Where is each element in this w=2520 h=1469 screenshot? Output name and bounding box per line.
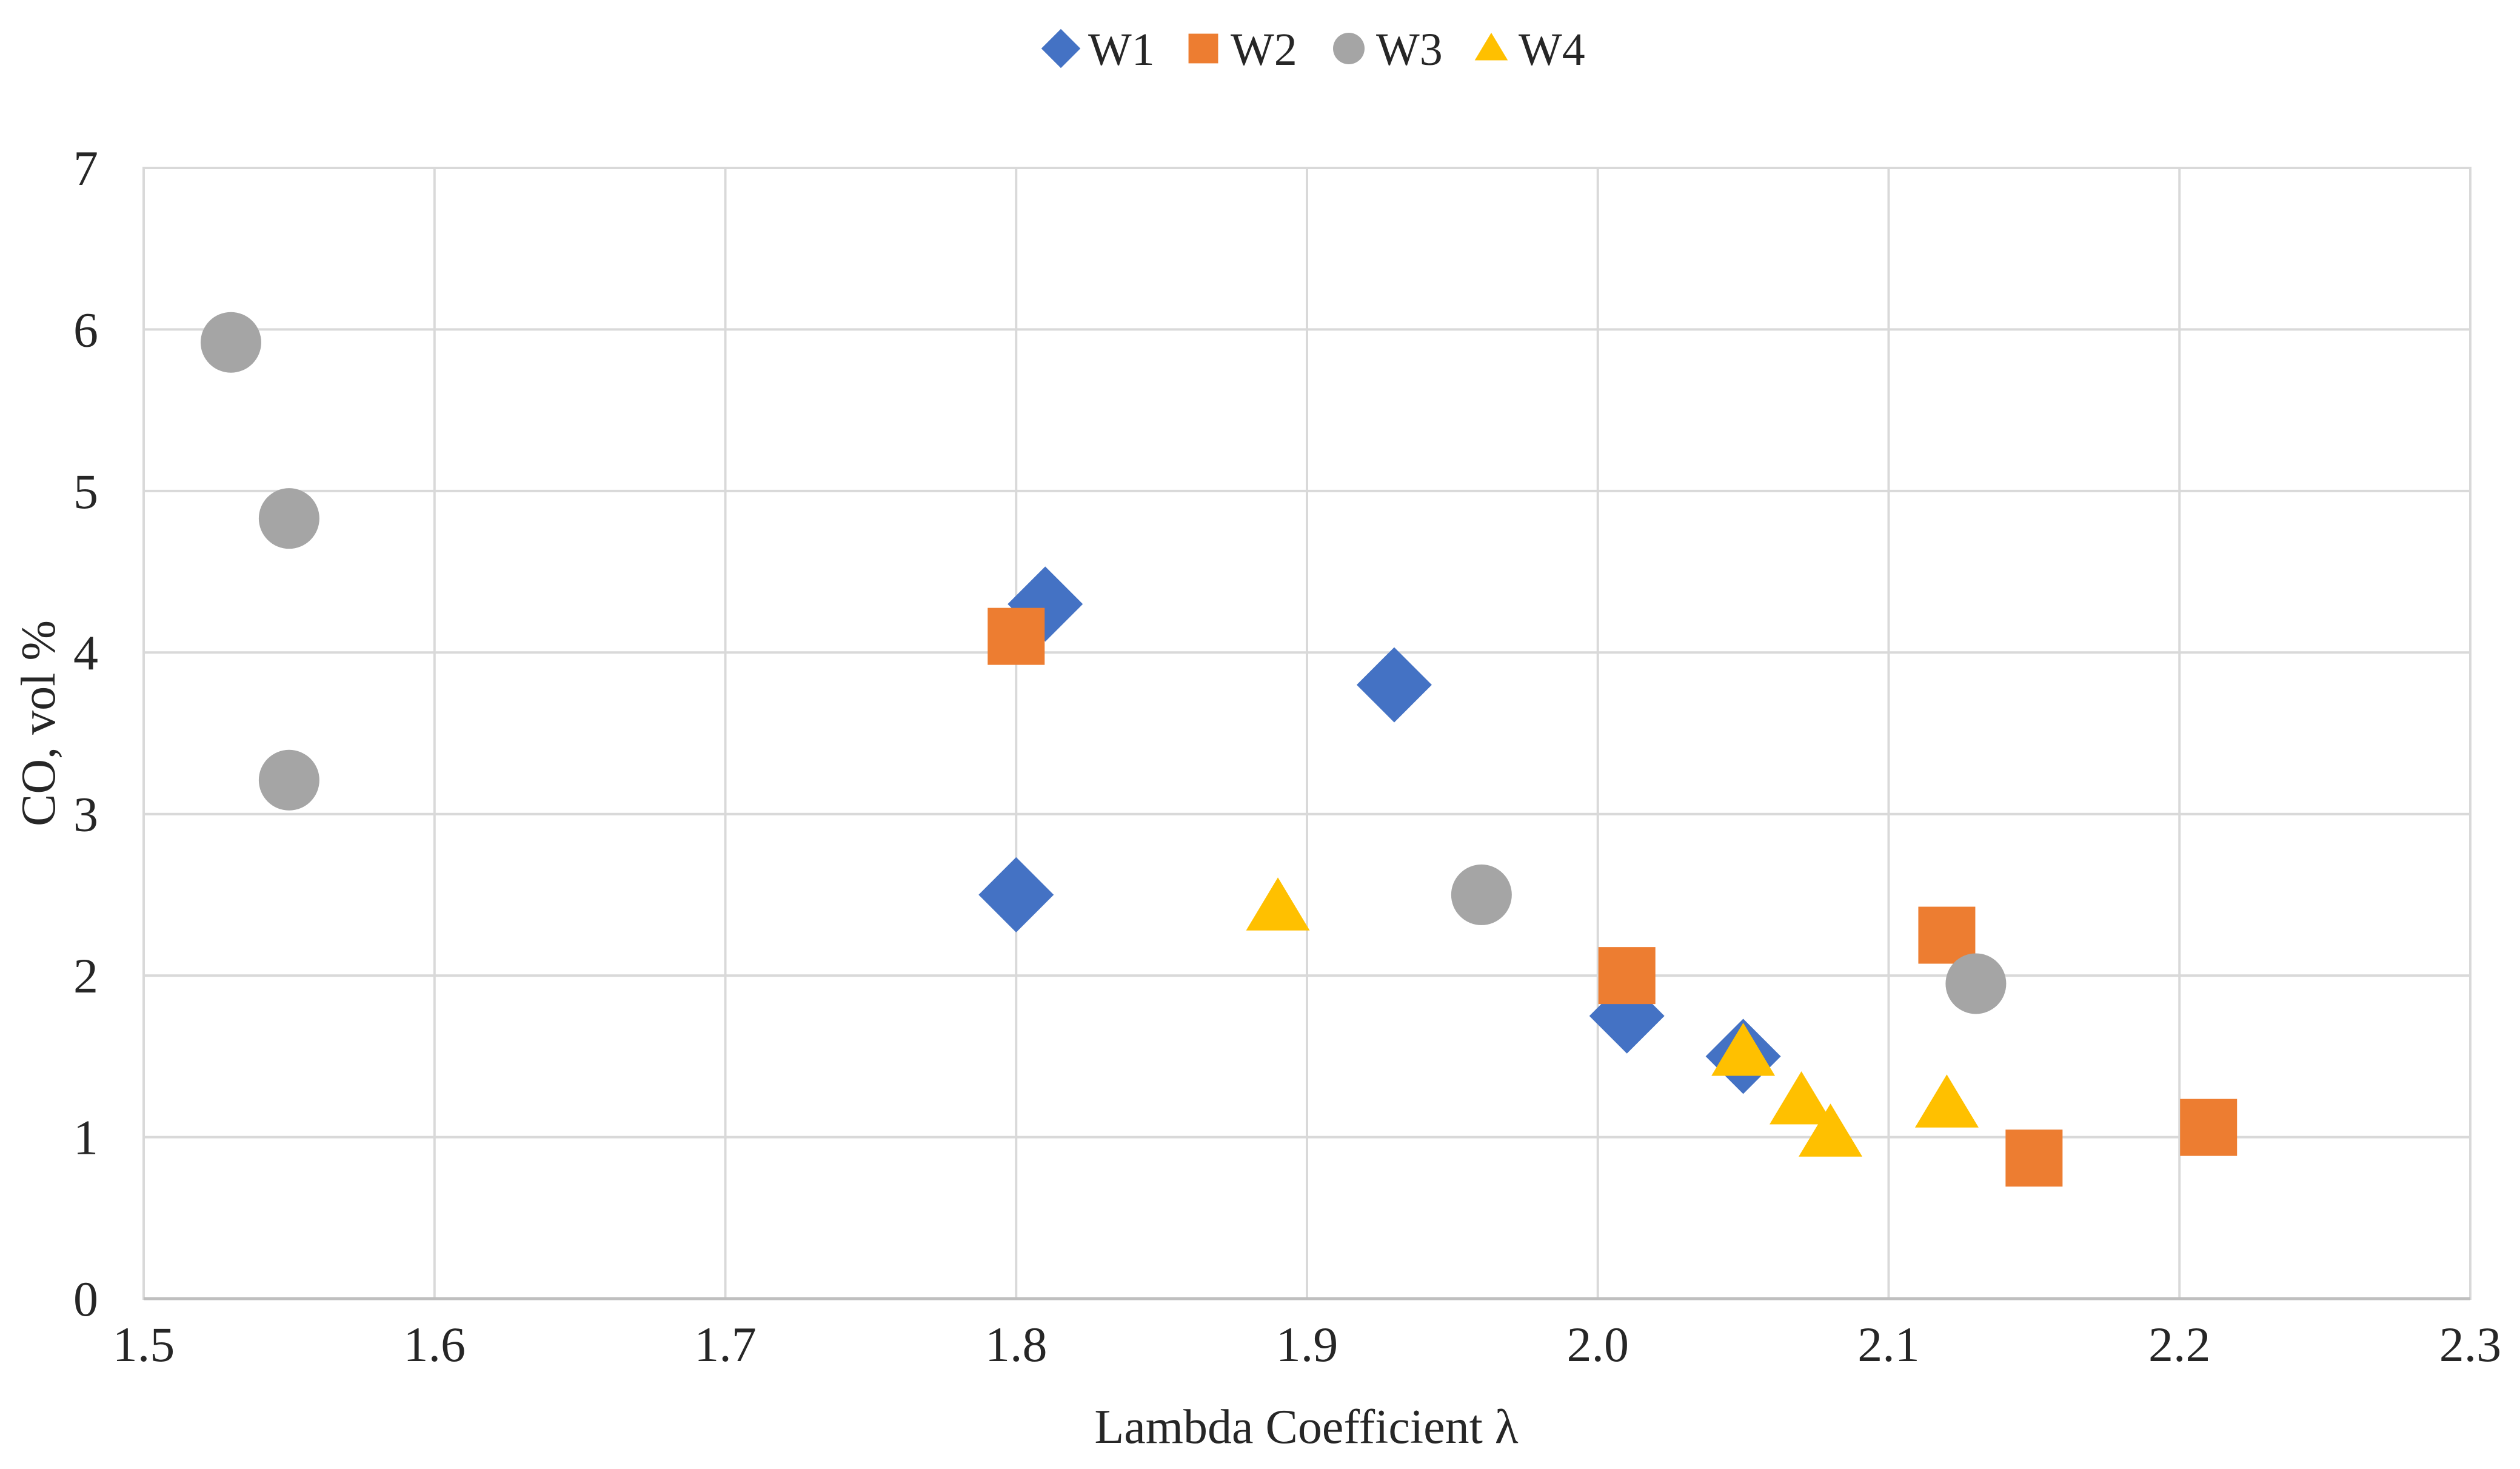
point-w1 [1356, 647, 1432, 723]
x-tick-label: 2.1 [1857, 1317, 1920, 1372]
point-w3 [1945, 953, 2007, 1014]
legend-item-w3: W3 [1333, 24, 1443, 75]
series-w3 [200, 312, 2007, 1014]
point-w4 [1246, 877, 1310, 931]
legend-label-w4: W4 [1519, 24, 1585, 75]
axes [142, 167, 2472, 1300]
legend-marker-w3 [1333, 33, 1365, 64]
legend-marker-w1 [1041, 28, 1081, 69]
legend-label-w3: W3 [1376, 24, 1443, 75]
series-w4 [1246, 877, 1979, 1157]
x-tick-label: 1.7 [694, 1317, 757, 1372]
y-tick-label: 1 [73, 1110, 98, 1165]
x-tick-label: 1.5 [113, 1317, 175, 1372]
x-tick-label: 2.0 [1567, 1317, 1629, 1372]
point-w2 [2180, 1099, 2238, 1156]
y-axis-title: CO, vol % [12, 620, 65, 826]
point-w4 [1711, 1023, 1776, 1076]
series-w2 [988, 607, 2238, 1187]
x-tick-label: 2.3 [2439, 1317, 2502, 1372]
x-tick-label: 1.9 [1276, 1317, 1339, 1372]
point-w2 [1598, 947, 1656, 1005]
point-w2 [988, 607, 1045, 665]
y-tick-label: 3 [73, 787, 98, 842]
legend-item-w1: W1 [1041, 24, 1155, 75]
y-tick-label: 0 [73, 1271, 98, 1327]
point-w4 [1799, 1103, 1863, 1157]
y-tick-labels: 0 1 2 3 4 5 6 7 [73, 141, 98, 1327]
point-w2 [1918, 906, 1976, 964]
legend-marker-w4 [1474, 33, 1508, 61]
point-w4 [1914, 1074, 1979, 1128]
legend-item-w4: W4 [1474, 24, 1585, 75]
legend: W1 W2 W3 W4 [1041, 24, 1585, 75]
legend-label-w2: W2 [1231, 24, 1297, 75]
x-axis-title: Lambda Coefficient λ [1094, 1400, 1519, 1454]
point-w3 [1451, 864, 1512, 925]
y-tick-label: 7 [73, 141, 98, 196]
x-tick-label: 1.8 [985, 1317, 1048, 1372]
data-points [200, 312, 2238, 1187]
point-w1 [978, 857, 1054, 932]
gridlines [142, 167, 2472, 1300]
legend-marker-w2 [1188, 33, 1218, 64]
x-tick-labels: 1.5 1.6 1.7 1.8 1.9 2.0 2.1 2.2 2.3 [113, 1317, 2502, 1372]
y-tick-label: 2 [73, 948, 98, 1003]
point-w3 [200, 312, 261, 373]
point-w3 [258, 749, 319, 811]
legend-item-w2: W2 [1188, 24, 1297, 75]
legend-label-w1: W1 [1088, 24, 1155, 75]
point-w4 [1770, 1071, 1834, 1125]
x-tick-label: 2.2 [2148, 1317, 2211, 1372]
y-tick-label: 6 [73, 302, 98, 357]
point-w2 [2005, 1129, 2063, 1187]
x-tick-label: 1.6 [404, 1317, 466, 1372]
y-tick-label: 4 [73, 625, 98, 680]
point-w1 [1008, 566, 1083, 642]
y-tick-label: 5 [73, 464, 98, 519]
series-w1 [978, 566, 1781, 1094]
point-w3 [258, 488, 319, 549]
